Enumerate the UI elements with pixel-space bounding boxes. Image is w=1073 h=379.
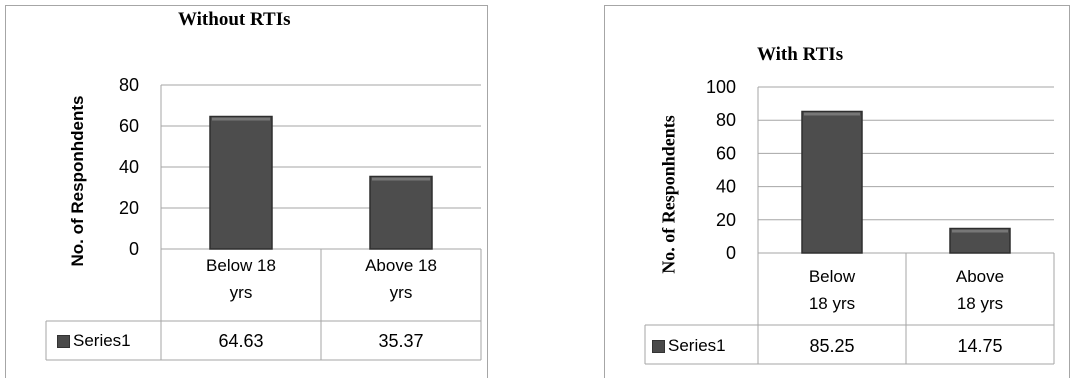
bar — [370, 176, 432, 249]
category-label-line: Above 18 — [321, 252, 481, 279]
y-tick-label: 0 — [129, 239, 139, 259]
data-table-value: 85.25 — [758, 328, 906, 364]
y-tick-label: 20 — [119, 198, 139, 218]
legend-series: Series1 — [54, 323, 131, 359]
y-tick-label: 80 — [119, 75, 139, 95]
y-tick-label: 40 — [119, 157, 139, 177]
category-label-line: Below — [758, 263, 906, 290]
legend-series-name: Series1 — [73, 331, 131, 350]
legend-swatch — [57, 335, 70, 348]
y-tick-label: 40 — [716, 177, 736, 197]
bar-highlight — [952, 230, 1008, 233]
data-table-value: 35.37 — [321, 323, 481, 359]
category-label: Below 18 yrs — [758, 263, 906, 317]
y-tick-label: 0 — [726, 243, 736, 263]
y-tick-label: 100 — [706, 77, 736, 97]
data-table-value: 64.63 — [161, 323, 321, 359]
bar-highlight — [804, 112, 860, 115]
chart-panel-without-rtis: Without RTIs No. of Responhdents 0 20 40 60… — [5, 5, 488, 378]
bar-highlight — [372, 177, 430, 180]
category-label-line: Below 18 — [161, 252, 321, 279]
y-tick-label: 60 — [119, 116, 139, 136]
legend-series: Series1 — [649, 328, 726, 364]
category-label-line: yrs — [321, 279, 481, 306]
plot-area: 0 20 40 60 80 100 — [605, 6, 1071, 379]
category-label: Above 18 yrs — [906, 263, 1054, 317]
category-label-line: yrs — [161, 279, 321, 306]
y-tick-label: 60 — [716, 143, 736, 163]
bar — [210, 117, 272, 249]
chart-panel-with-rtis: With RTIs No. of Responhdents 0 20 40 60 80 1… — [604, 5, 1070, 378]
bar — [802, 111, 862, 253]
category-label-line: 18 yrs — [906, 290, 1054, 317]
legend-swatch — [652, 340, 665, 353]
category-label-line: Above — [906, 263, 1054, 290]
category-label: Above 18 yrs — [321, 252, 481, 306]
y-tick-label: 80 — [716, 110, 736, 130]
category-label: Below 18 yrs — [161, 252, 321, 306]
bar-highlight — [212, 118, 270, 121]
y-tick-label: 20 — [716, 210, 736, 230]
category-label-line: 18 yrs — [758, 290, 906, 317]
legend-series-name: Series1 — [668, 336, 726, 355]
data-table-value: 14.75 — [906, 328, 1054, 364]
